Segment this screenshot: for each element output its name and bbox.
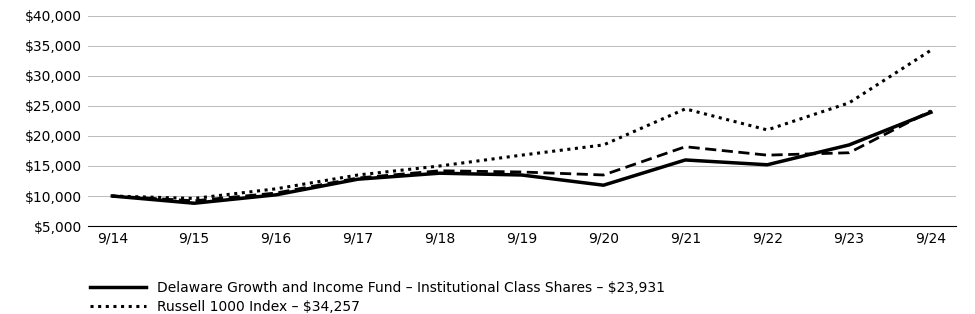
Russell 1000 Value Index – $24,183	[270, 191, 282, 195]
Line: Delaware Growth and Income Fund – Institutional Class Shares – $23,931: Delaware Growth and Income Fund – Instit…	[112, 112, 931, 203]
Russell 1000 Index – $34,257	[188, 197, 200, 200]
Delaware Growth and Income Fund – Institutional Class Shares – $23,931	[188, 201, 200, 205]
Russell 1000 Index – $34,257	[516, 153, 527, 157]
Delaware Growth and Income Fund – Institutional Class Shares – $23,931	[106, 194, 118, 198]
Delaware Growth and Income Fund – Institutional Class Shares – $23,931	[680, 158, 691, 162]
Russell 1000 Index – $34,257	[352, 173, 364, 177]
Delaware Growth and Income Fund – Institutional Class Shares – $23,931	[270, 193, 282, 197]
Russell 1000 Value Index – $24,183	[352, 176, 364, 180]
Russell 1000 Value Index – $24,183	[434, 169, 446, 173]
Russell 1000 Value Index – $24,183	[106, 194, 118, 198]
Delaware Growth and Income Fund – Institutional Class Shares – $23,931	[843, 143, 855, 147]
Line: Russell 1000 Value Index – $24,183: Russell 1000 Value Index – $24,183	[112, 111, 931, 201]
Russell 1000 Index – $34,257	[843, 101, 855, 105]
Russell 1000 Value Index – $24,183	[188, 199, 200, 203]
Russell 1000 Index – $34,257	[270, 187, 282, 191]
Russell 1000 Value Index – $24,183	[925, 109, 937, 113]
Delaware Growth and Income Fund – Institutional Class Shares – $23,931	[352, 177, 364, 181]
Delaware Growth and Income Fund – Institutional Class Shares – $23,931	[925, 111, 937, 114]
Russell 1000 Value Index – $24,183	[598, 173, 609, 177]
Russell 1000 Index – $34,257	[434, 164, 446, 168]
Russell 1000 Value Index – $24,183	[516, 170, 527, 174]
Russell 1000 Index – $34,257	[106, 194, 118, 198]
Russell 1000 Index – $34,257	[761, 128, 773, 132]
Delaware Growth and Income Fund – Institutional Class Shares – $23,931	[598, 183, 609, 187]
Legend: Delaware Growth and Income Fund – Institutional Class Shares – $23,931, Russell : Delaware Growth and Income Fund – Instit…	[91, 281, 665, 314]
Russell 1000 Value Index – $24,183	[680, 145, 691, 149]
Line: Russell 1000 Index – $34,257: Russell 1000 Index – $34,257	[112, 50, 931, 198]
Russell 1000 Index – $34,257	[925, 48, 937, 52]
Russell 1000 Value Index – $24,183	[761, 153, 773, 157]
Delaware Growth and Income Fund – Institutional Class Shares – $23,931	[434, 171, 446, 175]
Delaware Growth and Income Fund – Institutional Class Shares – $23,931	[516, 173, 527, 177]
Russell 1000 Index – $34,257	[680, 107, 691, 111]
Russell 1000 Index – $34,257	[598, 143, 609, 147]
Delaware Growth and Income Fund – Institutional Class Shares – $23,931	[761, 163, 773, 167]
Russell 1000 Value Index – $24,183	[843, 151, 855, 154]
